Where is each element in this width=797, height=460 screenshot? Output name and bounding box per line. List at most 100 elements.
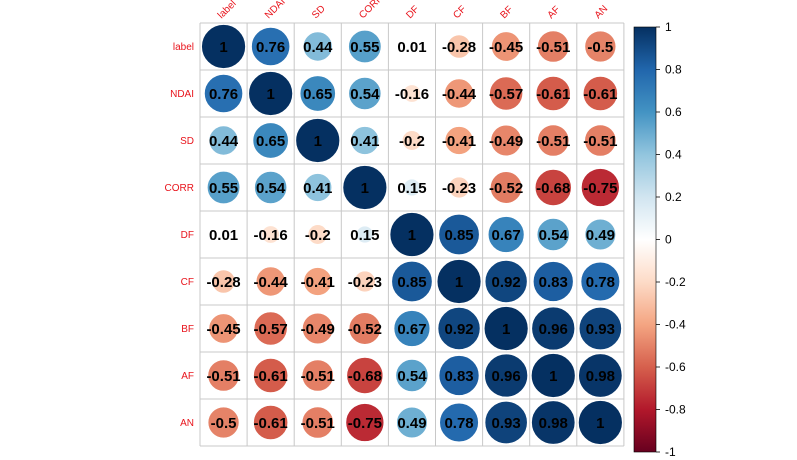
column-label: CORR [357,0,386,21]
colorbar-legend: -1 -0.8 -0.6 -0.4 -0.2 0 0.2 0.4 0.6 0.8 1 [633,20,686,459]
correlation-circle [483,306,529,351]
coefficient-label: -0.61 [583,86,617,103]
coefficient-label: 0.49 [397,415,426,432]
coefficient-label: 1 [314,133,322,150]
correlation-circle [577,400,623,445]
coefficient-label: -0.51 [583,133,617,150]
coefficient-label: 0.78 [586,274,615,291]
coefficient-label: -0.75 [348,415,382,432]
correlation-circle [389,212,435,257]
colorbar-tick-label: -0.2 [665,275,686,289]
correlation-circle [582,75,618,112]
coefficient-label: 0.92 [492,274,521,291]
coefficient-label: -0.68 [536,180,570,197]
coefficient-label: -0.61 [536,86,570,103]
colorbar-tick-label: -0.6 [665,360,686,374]
correlation-circle [208,125,239,156]
correlation-circle [439,402,479,443]
column-label: BF [498,4,515,21]
coefficient-label: -0.68 [348,368,382,385]
correlation-circle [355,225,374,244]
coefficient-label: -0.51 [536,133,570,150]
correlation-circle [348,312,382,345]
coefficient-label: 0.54 [350,86,380,103]
coefficient-label: 1 [361,180,369,197]
column-labels: label NDAI SD CORR DF CF BF AF AN [216,0,610,21]
coefficient-label: -0.23 [348,274,382,291]
coefficient-label: 1 [219,39,227,56]
row-label: CORR [165,183,194,194]
correlation-circle [489,76,524,111]
correlation-circle [206,170,241,205]
coefficient-label: 0.67 [492,227,521,244]
coefficient-label: 0.83 [444,368,473,385]
correlation-circle [448,176,471,199]
correlation-circle [207,406,240,439]
coefficient-label: 1 [266,86,274,103]
coefficient-label: 0.96 [539,321,568,338]
coefficient-label: -0.2 [399,133,425,150]
coefficient-label: -0.57 [489,86,523,103]
row-label: SD [180,136,194,147]
correlation-circle [248,71,294,116]
correlation-circle [578,306,622,351]
correlation-circle [396,406,428,439]
correlation-circle [302,31,333,62]
correlation-circle [403,178,421,197]
coefficient-label: 0.41 [350,133,379,150]
coefficient-label: 1 [549,368,557,385]
row-label: AF [181,371,194,382]
correlation-circle [252,122,289,159]
coefficient-label: -0.44 [254,274,289,291]
correlation-circle [484,400,528,445]
row-label: NDAI [170,89,194,100]
correlation-circle [345,403,385,442]
correlation-circle [211,269,236,294]
coefficient-label: 0.49 [586,227,615,244]
correlation-circle [531,400,576,445]
correlation-circle [391,260,433,303]
correlation-circle [444,78,475,109]
colorbar-tick-label: 0 [665,233,672,247]
coefficient-label: -0.49 [301,321,335,338]
coefficient-label: 0.78 [444,415,473,432]
correlation-circle [487,216,525,253]
correlation-circle [301,406,334,439]
coefficient-label: 0.76 [209,86,238,103]
coefficient-label: -0.45 [206,321,240,338]
correlation-circle [395,358,429,393]
correlation-circles [201,24,623,445]
coefficient-label: -0.41 [301,274,335,291]
correlation-circle [484,353,529,398]
correlation-circle [584,218,617,251]
coefficient-label: -0.61 [254,368,288,385]
coefficient-label: -0.23 [442,180,476,197]
coefficient-label: -0.51 [536,39,570,56]
correlation-circle [402,84,422,103]
column-label: DF [404,4,421,21]
correlation-circle [436,259,482,304]
coefficient-label: -0.41 [442,133,476,150]
coefficient-label: 1 [408,227,416,244]
coefficient-label: 0.01 [209,227,238,244]
coefficient-label: 0.93 [586,321,615,338]
correlation-circle [534,168,572,207]
coefficient-label: -0.28 [442,39,476,56]
correlation-circle [438,213,480,256]
coefficient-label: 0.15 [350,227,379,244]
correlation-circle [490,31,522,62]
correlation-circle [203,73,244,114]
correlation-circle [536,217,570,252]
colorbar-tick-label: 0.4 [665,148,682,162]
coefficient-label: -0.51 [301,415,335,432]
column-label: AF [546,4,563,21]
row-label: BF [181,324,194,335]
coefficient-label: -0.5 [211,415,237,432]
correlation-circle [490,124,522,157]
colorbar-tick-label: 0.8 [665,63,682,77]
coefficient-label: 0.41 [303,180,332,197]
coefficient-label: 0.54 [539,227,569,244]
correlation-circle [303,173,333,202]
coefficient-label: -0.49 [489,133,523,150]
